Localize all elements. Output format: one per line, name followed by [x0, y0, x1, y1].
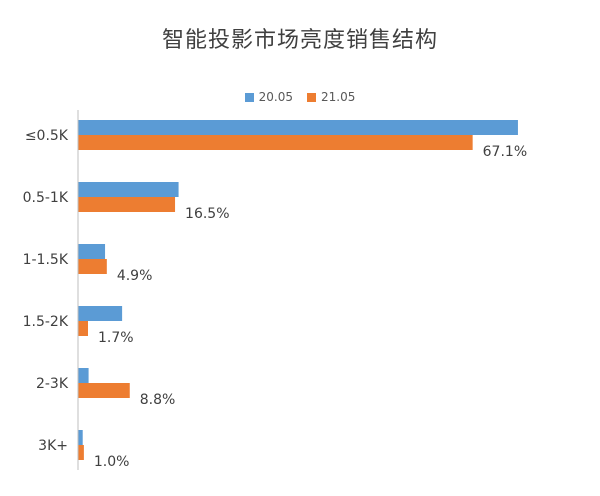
category-label-5: 2-3K — [36, 376, 69, 392]
legend: 20.05 21.05 — [0, 90, 600, 104]
legend-swatch-series-2 — [307, 92, 316, 102]
bar-series-2-5 — [78, 383, 130, 398]
bar-series-2-6 — [78, 445, 84, 460]
bar-series-1-5 — [78, 368, 89, 383]
legend-label-series-2: 21.05 — [321, 90, 356, 104]
legend-label-series-1: 20.05 — [258, 90, 293, 104]
category-label-3: 1-1.5K — [23, 252, 69, 268]
bar-series-1-2 — [78, 182, 179, 197]
category-label-2: 0.5-1K — [23, 190, 69, 206]
data-label-3: 4.9% — [117, 268, 153, 284]
data-label-5: 8.8% — [140, 392, 176, 408]
legend-item-series-2: 21.05 — [307, 90, 355, 104]
category-label-1: ≤0.5K — [25, 128, 69, 144]
bar-series-1-3 — [78, 244, 106, 259]
bar-series-2-2 — [78, 197, 176, 212]
category-label-6: 3K+ — [38, 438, 68, 454]
data-label-2: 16.5% — [185, 206, 229, 222]
bar-series-2-3 — [78, 259, 107, 274]
data-label-6: 1.0% — [94, 454, 130, 470]
bar-series-2-1 — [78, 135, 473, 150]
data-label-1: 67.1% — [483, 144, 527, 160]
bar-series-2-4 — [78, 321, 88, 336]
legend-swatch-series-1 — [244, 92, 254, 102]
bar-series-1-4 — [78, 306, 123, 321]
category-label-4: 1.5-2K — [23, 314, 69, 330]
data-label-4: 1.7% — [98, 330, 134, 346]
legend-item-series-1: 20.05 — [244, 90, 293, 104]
bar-series-1-6 — [78, 430, 83, 445]
bar-series-1-1 — [78, 120, 518, 135]
chart-title: 智能投影市场亮度销售结构 — [161, 28, 438, 53]
